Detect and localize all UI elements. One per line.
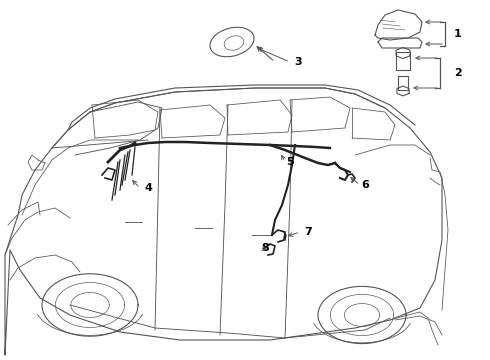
Text: 8: 8: [261, 243, 269, 253]
Text: 6: 6: [361, 180, 369, 190]
Text: 2: 2: [454, 68, 462, 78]
Text: 4: 4: [144, 183, 152, 193]
Text: 7: 7: [304, 227, 312, 237]
Text: 3: 3: [294, 57, 302, 67]
Text: 5: 5: [286, 157, 294, 167]
Text: 1: 1: [454, 29, 462, 39]
